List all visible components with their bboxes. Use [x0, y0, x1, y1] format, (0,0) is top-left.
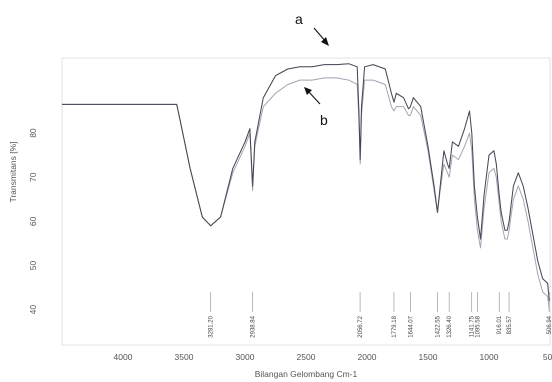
y-axis-label: Transmitans [%]: [8, 141, 18, 202]
peak-label: 1779.18: [392, 315, 398, 337]
annotations: ab: [295, 11, 329, 128]
series-line-a: [62, 63, 550, 301]
x-tick-label: 2000: [358, 352, 377, 362]
y-tick-label: 40: [28, 305, 38, 315]
plot-background: [61, 57, 551, 346]
y-tick-label: 50: [28, 261, 38, 271]
peak-markers: 3281.20 2938.84 2056.72 1779.18 1644.07 1422.…: [209, 292, 552, 338]
series-overlay-a: [62, 63, 550, 301]
x-tick-label: 4000: [114, 352, 133, 362]
annotation-a-arrowhead: [321, 37, 329, 46]
peak-label: 2938.84: [250, 315, 256, 337]
peak-label: 1644.07: [408, 315, 414, 337]
peak-label: 835.57: [507, 315, 513, 334]
x-tick-label: 3500: [175, 352, 194, 362]
peak-label: 916.01: [497, 315, 503, 334]
x-axis-ticks: 4000 3500 3000 2500 2000 1500 1000 500: [114, 352, 552, 362]
annotation-b: b: [320, 112, 328, 128]
peak-label: 1095.58: [475, 315, 481, 337]
x-tick-label: 2500: [297, 352, 316, 362]
annotation-a: a: [295, 11, 303, 27]
peak-label: 1326.40: [447, 315, 453, 337]
x-axis-label: Bilangan Gelombang Cm-1: [255, 369, 358, 379]
peak-label: 1422.55: [435, 315, 441, 337]
series-layer: [62, 63, 550, 310]
peak-label: 506.94: [547, 315, 552, 334]
series-overlay-b: [62, 77, 550, 310]
peak-label: 3281.20: [209, 315, 215, 337]
y-tick-label: 60: [28, 216, 38, 226]
x-tick-label: 1500: [419, 352, 438, 362]
series-line-b: [62, 77, 550, 310]
annotation-b-arrowhead: [304, 87, 312, 95]
y-axis-ticks: 40 50 60 70 80: [28, 128, 38, 314]
peak-label: 2056.72: [358, 315, 364, 337]
x-tick-label: 500: [543, 352, 552, 362]
y-tick-label: 80: [28, 128, 38, 138]
y-tick-label: 70: [28, 172, 38, 182]
peak-label: 1141.75: [470, 315, 476, 337]
x-tick-label: 1000: [480, 352, 499, 362]
annotation-b-arrow: [307, 90, 321, 105]
x-tick-label: 3000: [236, 352, 255, 362]
